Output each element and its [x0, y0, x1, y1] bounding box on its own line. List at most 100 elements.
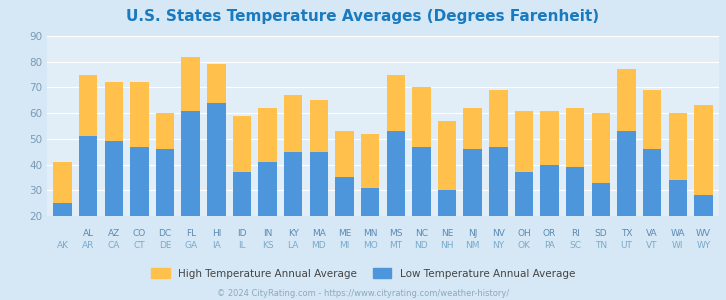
Bar	[515, 172, 533, 216]
Bar	[412, 147, 431, 216]
Text: MO: MO	[363, 241, 378, 250]
Text: RI: RI	[571, 229, 579, 238]
Text: WI: WI	[672, 241, 683, 250]
Text: DC: DC	[158, 229, 171, 238]
Text: IN: IN	[263, 229, 272, 238]
Bar	[669, 113, 687, 216]
Text: MD: MD	[311, 241, 326, 250]
Text: ND: ND	[415, 241, 428, 250]
Bar	[489, 147, 507, 216]
Bar	[182, 111, 200, 216]
Bar	[540, 111, 559, 216]
Text: SD: SD	[595, 229, 607, 238]
Text: WY: WY	[696, 241, 711, 250]
Bar	[207, 64, 226, 216]
Bar	[694, 195, 713, 216]
Bar	[694, 105, 713, 216]
Bar	[592, 113, 610, 216]
Bar	[566, 167, 584, 216]
Text: ME: ME	[338, 229, 351, 238]
Bar	[669, 180, 687, 216]
Text: MN: MN	[363, 229, 378, 238]
Text: MA: MA	[312, 229, 326, 238]
Bar	[335, 177, 354, 216]
Text: MT: MT	[389, 241, 402, 250]
Bar	[258, 108, 277, 216]
Text: AK: AK	[57, 241, 68, 250]
Text: AR: AR	[82, 241, 94, 250]
Text: KY: KY	[287, 229, 298, 238]
Text: NE: NE	[441, 229, 453, 238]
Bar	[540, 165, 559, 216]
Text: NM: NM	[465, 241, 480, 250]
Text: ID: ID	[237, 229, 247, 238]
Bar	[233, 172, 251, 216]
Bar	[310, 100, 328, 216]
Bar	[617, 69, 636, 216]
Bar	[182, 57, 200, 216]
Bar	[592, 183, 610, 216]
Bar	[79, 136, 97, 216]
Text: IA: IA	[212, 241, 221, 250]
Text: LA: LA	[287, 241, 299, 250]
Text: TX: TX	[621, 229, 632, 238]
Bar	[361, 134, 380, 216]
Bar	[386, 75, 405, 216]
Text: AZ: AZ	[107, 229, 120, 238]
Bar	[643, 149, 661, 216]
Bar	[53, 203, 72, 216]
Text: NY: NY	[492, 241, 505, 250]
Text: VT: VT	[646, 241, 658, 250]
Bar	[130, 147, 149, 216]
Text: MI: MI	[339, 241, 350, 250]
Bar	[566, 108, 584, 216]
Bar	[105, 141, 123, 216]
Bar	[438, 190, 456, 216]
Text: CA: CA	[107, 241, 120, 250]
Text: GA: GA	[184, 241, 197, 250]
Bar	[489, 90, 507, 216]
Bar	[386, 131, 405, 216]
Bar	[412, 87, 431, 216]
Text: CT: CT	[134, 241, 145, 250]
Bar	[361, 188, 380, 216]
Text: AL: AL	[83, 229, 94, 238]
Bar	[310, 152, 328, 216]
Text: PA: PA	[544, 241, 555, 250]
Bar	[105, 82, 123, 216]
Bar	[258, 162, 277, 216]
Text: DE: DE	[159, 241, 171, 250]
Text: NJ: NJ	[468, 229, 478, 238]
Bar	[79, 75, 97, 216]
Bar	[617, 131, 636, 216]
Text: FL: FL	[186, 229, 196, 238]
Text: U.S. States Temperature Averages (Degrees Farenheit): U.S. States Temperature Averages (Degree…	[126, 9, 600, 24]
Bar	[207, 103, 226, 216]
Bar	[515, 111, 533, 216]
Text: IL: IL	[238, 241, 246, 250]
Text: NV: NV	[492, 229, 505, 238]
Bar	[233, 116, 251, 216]
Text: HI: HI	[212, 229, 221, 238]
Text: © 2024 CityRating.com - https://www.cityrating.com/weather-history/: © 2024 CityRating.com - https://www.city…	[217, 290, 509, 298]
Bar	[284, 152, 303, 216]
Bar	[335, 131, 354, 216]
Legend: High Temperature Annual Average, Low Temperature Annual Average: High Temperature Annual Average, Low Tem…	[147, 264, 579, 283]
Text: WV: WV	[696, 229, 711, 238]
Text: SC: SC	[569, 241, 582, 250]
Text: TN: TN	[595, 241, 607, 250]
Text: WA: WA	[671, 229, 685, 238]
Text: CO: CO	[133, 229, 146, 238]
Text: NC: NC	[415, 229, 428, 238]
Text: UT: UT	[621, 241, 632, 250]
Bar	[463, 108, 482, 216]
Text: VA: VA	[646, 229, 658, 238]
Bar	[463, 149, 482, 216]
Text: OR: OR	[543, 229, 556, 238]
Text: OK: OK	[518, 241, 531, 250]
Bar	[156, 149, 174, 216]
Bar	[156, 113, 174, 216]
Bar	[284, 95, 303, 216]
Text: MS: MS	[389, 229, 402, 238]
Text: KS: KS	[262, 241, 274, 250]
